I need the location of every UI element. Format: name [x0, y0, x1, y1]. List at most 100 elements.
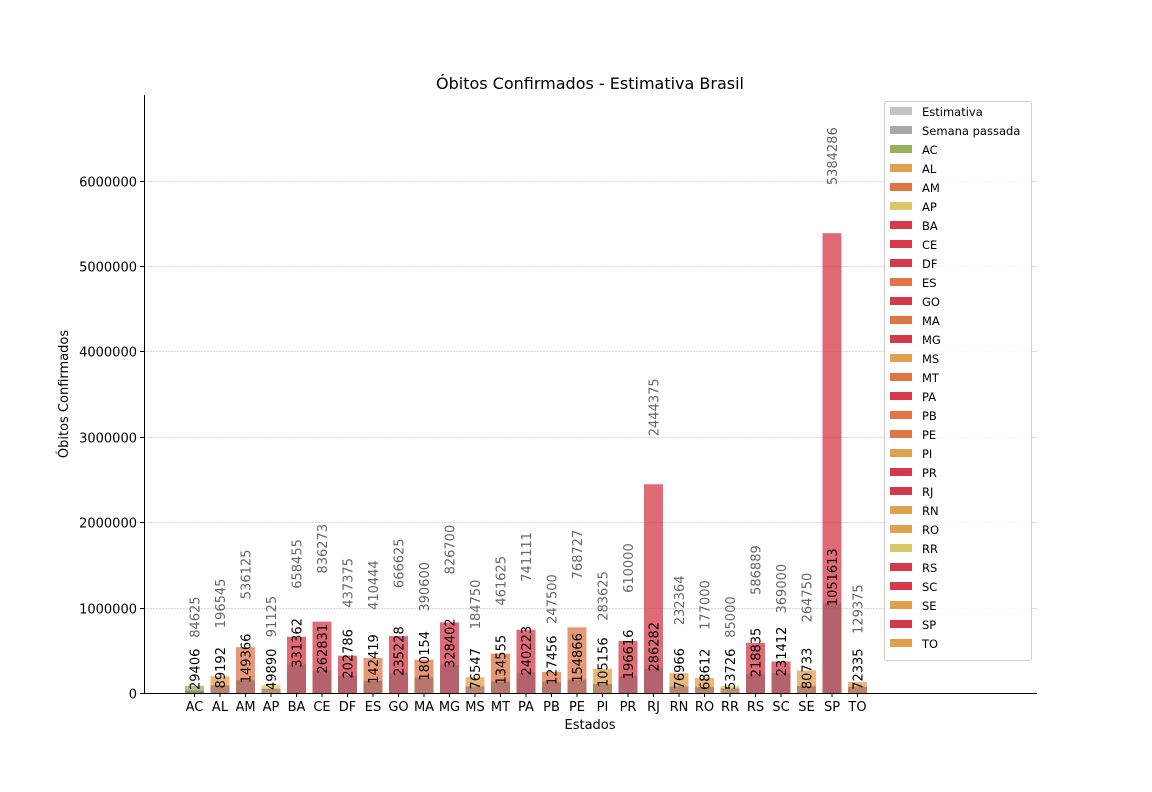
bar-confirmed-rn	[669, 686, 689, 693]
legend-label: SC	[922, 580, 937, 594]
legend-swatch	[890, 506, 912, 514]
bar-estimate-ro	[695, 677, 714, 693]
bar-confirmed-ap	[261, 688, 281, 693]
bar-confirmed-am	[236, 680, 255, 693]
x-tick-label-ms: MS	[465, 700, 484, 715]
bar-estimate-se	[797, 670, 816, 693]
bar-last-week-sp	[822, 603, 842, 693]
legend-swatch	[890, 316, 912, 324]
confirmed-label-mt: 134555	[495, 635, 510, 685]
bar-estimate-es	[363, 657, 383, 693]
estimate-label-rs: 586889	[750, 545, 765, 595]
x-tick-label-pr: PR	[620, 700, 637, 715]
bar-estimate-pe	[567, 627, 587, 693]
bar-estimate-pr	[618, 640, 638, 693]
y-tick-label: 2000000	[79, 517, 137, 532]
x-tick-label-ap: AP	[263, 700, 280, 715]
x-tick-label-rj: RJ	[647, 700, 660, 715]
bar-last-week-rr	[720, 688, 740, 693]
legend-label: PI	[922, 447, 932, 461]
bar-last-week-ba	[287, 664, 306, 693]
confirmed-label-am: 149366	[240, 634, 255, 684]
legend-swatch	[890, 373, 912, 381]
confirmed-label-es: 142419	[367, 634, 382, 684]
estimate-label-rr: 85000	[724, 596, 739, 637]
legend-swatch	[890, 240, 912, 248]
x-tick-label-pa: PA	[518, 700, 534, 715]
confirmed-label-ap: 49890	[265, 649, 280, 690]
legend-label: PA	[922, 390, 936, 404]
confirmed-label-ms: 76547	[469, 648, 484, 689]
x-tick-label-sc: SC	[772, 700, 789, 715]
estimate-label-pr: 610000	[622, 543, 637, 593]
confirmed-label-ma: 180154	[418, 631, 433, 681]
bar-confirmed-mt	[491, 681, 510, 693]
legend-swatch	[890, 639, 912, 647]
bar-confirmed-pi	[593, 684, 612, 693]
legend-label: MS	[922, 352, 939, 366]
y-tick-label: 4000000	[79, 346, 137, 361]
bar-last-week-mg	[440, 664, 459, 693]
bar-estimate-al	[210, 676, 230, 693]
legend-label: SP	[922, 618, 936, 632]
confirmed-label-rj: 286282	[648, 622, 663, 672]
legend-label: MT	[922, 371, 940, 385]
bar-estimate-df	[338, 655, 357, 693]
bar-confirmed-sc	[771, 673, 791, 693]
bar-confirmed-go	[389, 672, 408, 693]
bar-confirmed-rs	[746, 674, 765, 693]
bar-confirmed-sp	[822, 603, 842, 693]
estimate-label-am: 536125	[240, 550, 255, 600]
bar-estimate-ba	[287, 636, 306, 693]
bar-estimate-pa	[516, 629, 536, 693]
estimate-label-ac: 84625	[189, 596, 204, 637]
x-tick-label-am: AM	[235, 700, 255, 715]
y-tick-label: 6000000	[79, 176, 137, 191]
legend-label: Semana passada	[922, 124, 1020, 138]
estimate-label-sp: 5384286	[826, 127, 841, 185]
bar-estimate-mg	[440, 622, 459, 693]
x-tick-label-se: SE	[798, 700, 814, 715]
confirmed-label-se: 80733	[801, 648, 816, 689]
bar-estimate-ma	[414, 659, 434, 693]
legend-swatch	[890, 487, 912, 495]
confirmed-label-al: 89192	[214, 647, 229, 688]
x-tick-label-ac: AC	[186, 700, 204, 715]
x-tick-label-al: AL	[212, 700, 229, 715]
bar-estimate-go	[389, 636, 408, 693]
bar-estimate-ms	[465, 677, 485, 693]
bar-last-week-ac	[185, 690, 204, 693]
estimate-label-pb: 247500	[546, 574, 561, 624]
legend-swatch	[890, 525, 912, 533]
estimate-label-go: 666625	[393, 538, 408, 588]
estimate-label-pa: 741111	[520, 532, 535, 582]
legend-swatch	[890, 202, 912, 210]
x-tick-label-ma: MA	[414, 700, 434, 715]
legend-swatch	[890, 354, 912, 362]
legend-swatch	[890, 278, 912, 286]
confirmed-label-go: 235228	[393, 626, 408, 676]
estimate-label-se: 264750	[801, 573, 816, 623]
legend: Estimativa Semana passada AC AL AM AP BA CE DF ES…	[884, 101, 1032, 661]
bar-last-week-ma	[414, 677, 434, 693]
confirmed-label-rs: 218835	[750, 628, 765, 678]
confirmed-label-df: 202786	[342, 629, 357, 679]
legend-swatch	[890, 392, 912, 400]
bar-confirmed-ma	[414, 677, 434, 693]
bar-estimate-rs	[746, 642, 765, 693]
legend-swatch	[890, 449, 912, 457]
bar-confirmed-ce	[312, 670, 332, 693]
y-tick-label: 3000000	[79, 432, 137, 447]
bar-last-week-pi	[593, 684, 612, 693]
bar-estimate-pi	[593, 668, 612, 693]
bar-last-week-ce	[312, 670, 332, 693]
estimate-label-mt: 461625	[495, 556, 510, 606]
x-tick-label-sp: SP	[824, 700, 840, 715]
legend-label: RR	[922, 542, 938, 556]
bar-confirmed-mg	[440, 664, 459, 693]
confirmed-label-pr: 196616	[622, 630, 637, 680]
legend-label: PB	[922, 409, 937, 423]
legend-label: PR	[922, 466, 937, 480]
legend-swatch	[890, 620, 912, 628]
